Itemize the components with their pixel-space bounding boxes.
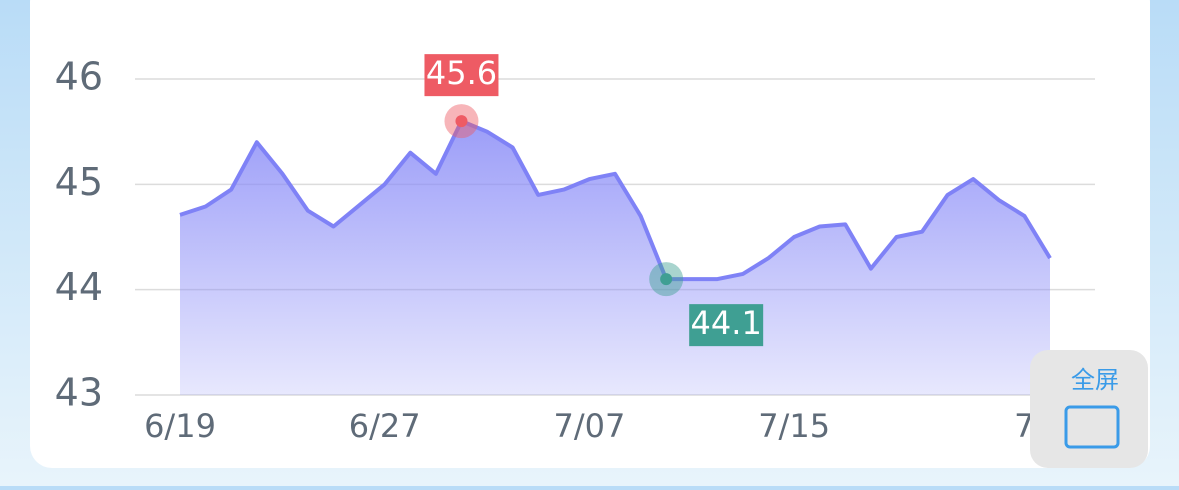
x-tick-label: 6/27 xyxy=(349,407,421,445)
x-tick-label: 7/15 xyxy=(758,407,830,445)
extreme-label: 45.6 xyxy=(426,54,497,92)
button-label: 全屏 xyxy=(1071,366,1119,394)
y-tick-label: 46 xyxy=(55,55,103,99)
x-tick-label: 7/07 xyxy=(553,407,625,445)
y-tick-label: 45 xyxy=(55,160,103,204)
y-tick-label: 44 xyxy=(55,265,103,309)
fullscreen-icon xyxy=(1064,405,1120,449)
extreme-label: 44.1 xyxy=(691,304,762,342)
x-tick-label: 6/19 xyxy=(144,407,216,445)
extreme-label-bg xyxy=(689,304,764,347)
area-fill xyxy=(180,121,1050,395)
line xyxy=(179,119,1052,282)
extreme-point xyxy=(660,273,673,286)
extreme-point xyxy=(455,115,468,128)
extreme-label-bg xyxy=(424,54,499,97)
fullscreen-button[interactable]: 全屏 xyxy=(1030,350,1148,468)
y-tick-label: 43 xyxy=(55,371,103,415)
